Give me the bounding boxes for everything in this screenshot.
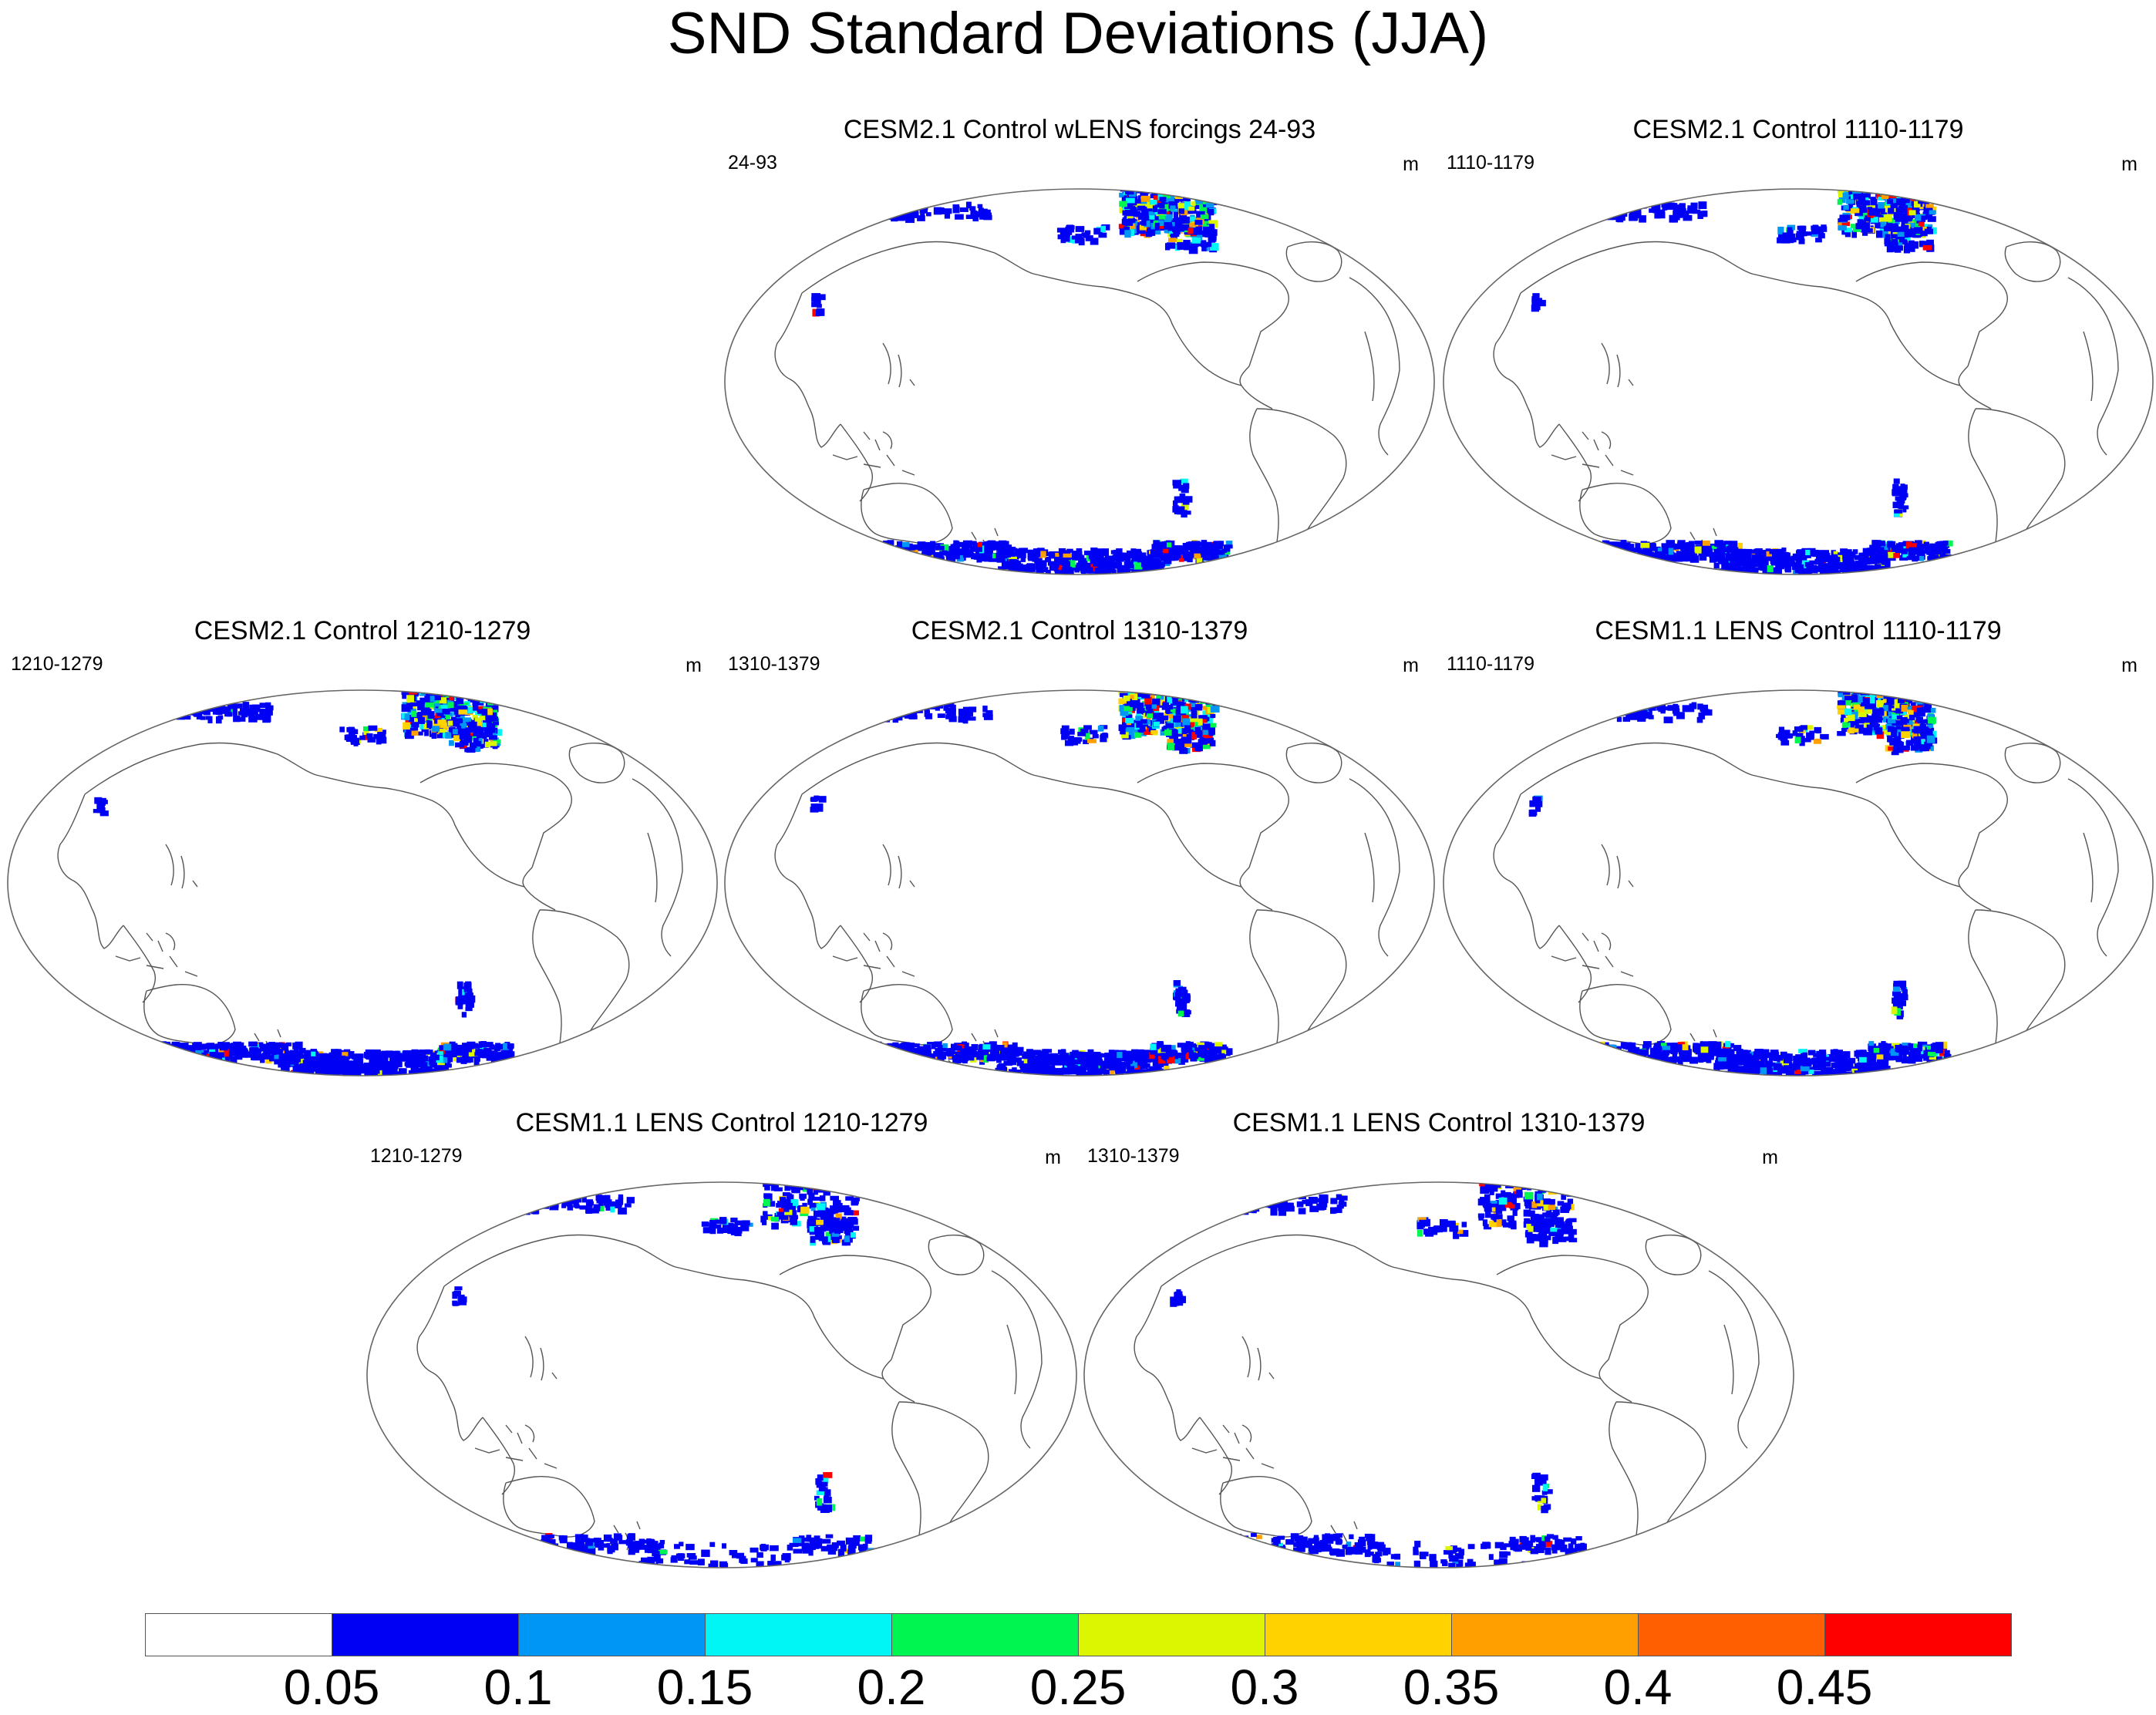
map-panel: CESM1.1 LENS Control 1310-1379 1310-1379…	[1076, 1107, 1801, 1578]
panel-left-label: 1210-1279	[11, 652, 103, 676]
map-panel: CESM2.1 Control wLENS forcings 24-93 24-…	[717, 114, 1442, 585]
colorbar	[145, 1613, 2011, 1656]
panel-left-label: 1210-1279	[370, 1144, 463, 1167]
colorbar-swatch	[145, 1613, 332, 1656]
panel-title: CESM1.1 LENS Control 1210-1279	[359, 1107, 1084, 1138]
panel-title: CESM2.1 Control 1310-1379	[717, 615, 1442, 646]
colorbar-swatch	[891, 1613, 1079, 1656]
world-map	[717, 679, 1442, 1087]
colorbar-swatch	[1265, 1613, 1452, 1656]
panel-unit-label: m	[1403, 153, 1419, 176]
colorbar-swatch	[1638, 1613, 1825, 1656]
world-map	[359, 1171, 1084, 1579]
colorbar-swatch	[705, 1613, 892, 1656]
panel-left-label: 1310-1379	[1087, 1144, 1180, 1167]
colorbar-tick-label: 0.2	[857, 1659, 926, 1715]
panel-title: CESM2.1 Control 1110-1179	[1436, 114, 2156, 145]
map-panel: CESM2.1 Control 1310-1379 1310-1379 m	[717, 615, 1442, 1086]
colorbar-tick-label: 0.4	[1604, 1659, 1673, 1715]
panel-unit-label: m	[1045, 1146, 1061, 1169]
map-panel: CESM1.1 LENS Control 1110-1179 1110-1179…	[1436, 615, 2156, 1086]
colorbar-swatch	[1451, 1613, 1639, 1656]
panel-unit-label: m	[686, 654, 702, 677]
colorbar-tick-label: 0.3	[1231, 1659, 1299, 1715]
colorbar-swatch	[1824, 1613, 2012, 1656]
panel-left-label: 1110-1179	[1447, 151, 1534, 174]
map-panel: CESM1.1 LENS Control 1210-1279 1210-1279…	[359, 1107, 1084, 1578]
colorbar-swatch	[518, 1613, 706, 1656]
world-map	[1076, 1171, 1801, 1579]
panel-left-label: 24-93	[728, 151, 777, 174]
map-panel: CESM2.1 Control 1210-1279 1210-1279 m	[0, 615, 725, 1086]
panel-unit-label: m	[1762, 1146, 1778, 1169]
panel-unit-label: m	[2121, 153, 2137, 176]
world-map	[1436, 177, 2156, 586]
panel-unit-label: m	[1403, 654, 1419, 677]
figure-title: SND Standard Deviations (JJA)	[0, 0, 2156, 72]
panel-unit-label: m	[2121, 654, 2137, 677]
colorbar-tick-label: 0.35	[1403, 1659, 1500, 1715]
colorbar-swatch	[1078, 1613, 1265, 1656]
panel-left-label: 1110-1179	[1447, 652, 1534, 676]
panel-title: CESM2.1 Control wLENS forcings 24-93	[717, 114, 1442, 145]
colorbar-tick-label: 0.15	[657, 1659, 753, 1715]
panel-title: CESM1.1 LENS Control 1310-1379	[1076, 1107, 1801, 1138]
world-map	[1436, 679, 2156, 1087]
panel-title: CESM1.1 LENS Control 1110-1179	[1436, 615, 2156, 646]
colorbar-tick-label: 0.1	[484, 1659, 553, 1715]
world-map	[717, 177, 1442, 586]
panel-title: CESM2.1 Control 1210-1279	[0, 615, 725, 646]
panel-left-label: 1310-1379	[728, 652, 820, 676]
world-map	[0, 679, 725, 1087]
colorbar-tick-label: 0.45	[1777, 1659, 1873, 1715]
colorbar-tick-label: 0.25	[1030, 1659, 1127, 1715]
colorbar-tick-label: 0.05	[284, 1659, 380, 1715]
colorbar-swatch	[332, 1613, 519, 1656]
map-panel: CESM2.1 Control 1110-1179 1110-1179 m	[1436, 114, 2156, 585]
